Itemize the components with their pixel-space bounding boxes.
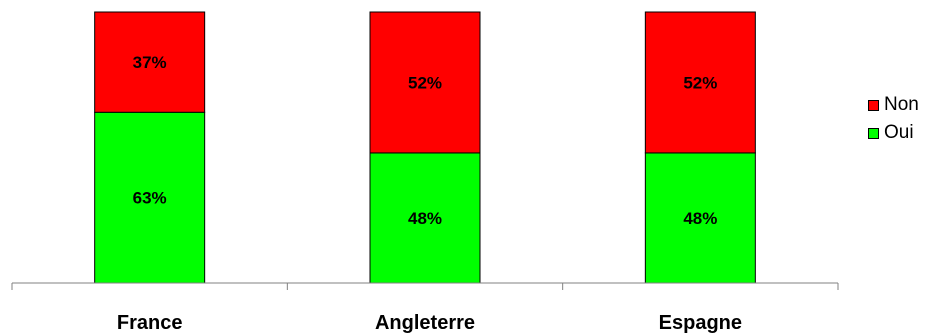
bars-group	[94, 11, 756, 284]
value-labels-group: 63% 37% 48% 52% 48% 52%	[133, 53, 718, 228]
legend-swatch-non	[868, 99, 879, 111]
data-label-non-angleterre: 52%	[408, 73, 442, 92]
data-label-non-espagne: 52%	[683, 73, 717, 92]
category-label-angleterre: Angleterre	[375, 312, 475, 334]
legend-swatch-oui	[868, 127, 879, 139]
bar-segment-oui-espagne	[644, 152, 756, 284]
category-label-espagne: Espagne	[659, 312, 742, 334]
category-labels-group: France Angleterre Espagne	[117, 312, 742, 334]
legend-label-non: Non	[884, 94, 919, 115]
legend-item-non: Non	[868, 91, 938, 119]
data-label-oui-angleterre: 48%	[408, 209, 442, 228]
bar-segment-oui-france	[94, 111, 206, 284]
category-label-france: France	[117, 312, 183, 334]
legend-item-oui: Oui	[868, 119, 938, 147]
legend: Non Oui	[868, 91, 938, 147]
data-label-oui-espagne: 48%	[683, 209, 717, 228]
x-axis	[11, 282, 839, 290]
data-label-non-france: 37%	[133, 53, 167, 72]
bar-segment-non-angleterre	[369, 11, 481, 154]
data-label-oui-france: 63%	[133, 189, 167, 208]
legend-label-oui: Oui	[884, 122, 914, 143]
bar-segment-non-france	[94, 11, 206, 113]
bar-segment-non-espagne	[644, 11, 756, 154]
